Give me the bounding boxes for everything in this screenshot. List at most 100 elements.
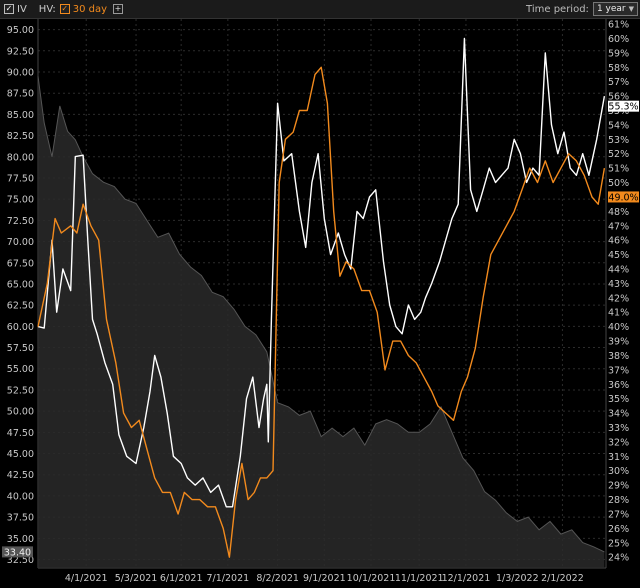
left-tick-label: 72.50 [7,216,34,227]
left-tick-label: 52.50 [7,385,34,396]
iv-checkbox-icon[interactable]: ✓ [4,4,14,14]
last-price-flag: 33.40 [4,547,31,558]
right-tick-label: 43% [608,279,629,290]
right-tick-label: 35% [608,394,629,405]
x-tick-label: 1/3/2022 [496,573,539,584]
right-tick-label: 39% [608,337,629,348]
hv-checkbox-icon[interactable]: ✓ [59,4,70,14]
left-tick-label: 62.50 [7,301,34,312]
left-tick-label: 37.50 [7,513,34,524]
last-hv-flag: 49.0% [608,192,638,203]
right-tick-label: 53% [608,135,629,146]
hv-toggle[interactable]: HV: ✓ 30 day + [38,3,124,15]
add-series-button[interactable]: + [113,4,124,14]
left-tick-label: 55.00 [7,364,34,375]
left-tick-label: 85.00 [7,110,34,121]
right-tick-label: 50% [608,178,629,189]
price-area [38,76,605,568]
left-tick-label: 50.00 [7,407,34,418]
x-tick-label: 5/3/2021 [115,573,158,584]
right-tick-label: 32% [608,437,629,448]
right-tick-label: 42% [608,293,629,304]
x-tick-label: 2/1/2022 [541,573,584,584]
right-tick-label: 61% [608,20,629,31]
right-tick-label: 57% [608,77,629,88]
iv-toggle[interactable]: ✓ IV [4,4,27,15]
right-tick-label: 24% [608,553,629,564]
right-tick-label: 59% [608,48,629,59]
left-tick-label: 90.00 [7,67,34,78]
right-tick-label: 51% [608,164,629,175]
price-area-layer [37,76,605,568]
right-tick-label: 29% [608,481,629,492]
right-tick-label: 60% [608,34,629,45]
iv-line [37,37,606,508]
right-tick-label: 44% [608,265,629,276]
left-tick-label: 92.50 [7,46,34,57]
right-tick-label: 36% [608,380,629,391]
iv-label: IV [17,3,27,15]
hv-label: HV: [38,3,56,15]
last-price-flag-bg [2,546,33,558]
x-tick-label: 11/1/2021 [395,573,444,584]
right-tick-label: 37% [608,365,629,376]
right-tick-label: 48% [608,207,629,218]
right-tick-label: 34% [608,409,629,420]
right-tick-label: 58% [608,63,629,74]
right-tick-label: 54% [608,120,629,131]
right-tick-label: 47% [608,221,629,232]
left-tick-label: 47.50 [7,428,34,439]
x-tick-label: 9/1/2021 [303,573,346,584]
left-tick-label: 65.00 [7,279,34,290]
x-tick-label: 12/1/2021 [442,573,491,584]
left-tick-label: 57.50 [7,343,34,354]
left-tick-label: 67.50 [7,258,34,269]
right-tick-label: 52% [608,149,629,160]
right-tick-label: 56% [608,92,629,103]
time-period-control: Time period: 1 year ▼ [526,2,638,16]
left-tick-label: 77.50 [7,173,34,184]
chart-toolbar: ✓ IV HV: ✓ 30 day + Time period: 1 year … [0,0,640,19]
time-period-value: 1 year [596,4,626,14]
x-axis: 4/1/2021 5/3/2021 6/1/2021 7/1/2021 8/2/2021… [65,573,584,584]
right-tick-label: 25% [608,538,629,549]
left-tick-label: 32.50 [7,555,34,566]
left-tick-label: 82.50 [7,131,34,142]
last-hv-flag-bg [608,191,639,203]
left-tick-label: 95.00 [7,25,34,36]
left-tick-label: 87.50 [7,89,34,100]
hv-period-label[interactable]: 30 day [72,3,108,15]
right-tick-label: 33% [608,423,629,434]
price-line [37,76,605,553]
left-tick-label: 70.00 [7,237,34,248]
time-period-label: Time period: [526,3,589,15]
chevron-down-icon: ▼ [628,5,634,13]
left-tick-label: 40.00 [7,491,34,502]
right-tick-label: 40% [608,322,629,333]
right-tick-label: 31% [608,452,629,463]
left-tick-label: 45.00 [7,449,34,460]
left-tick-label: 35.00 [7,534,34,545]
hv-line [37,66,606,558]
left-tick-label: 42.50 [7,470,34,481]
last-value-flags: 33.40 55.3% 49.0% [2,100,639,558]
right-tick-label: 28% [608,495,629,506]
left-tick-label: 60.00 [7,322,34,333]
right-tick-label: 27% [608,509,629,520]
right-tick-label: 41% [608,308,629,319]
x-tick-label: 7/1/2021 [207,573,250,584]
x-tick-label: 4/1/2021 [65,573,108,584]
last-iv-flag-bg [608,100,639,112]
left-tick-label: 80.00 [7,152,34,163]
x-tick-label: 6/1/2021 [160,573,203,584]
time-period-select[interactable]: 1 year ▼ [592,2,638,16]
right-tick-label: 30% [608,466,629,477]
left-axis: 32.50 35.00 37.50 40.00 42.50 45.00 47.50 50.00… [7,25,34,566]
x-tick-label: 8/2/2021 [256,573,299,584]
x-tick-label: 10/1/2021 [347,573,396,584]
right-tick-label: 45% [608,250,629,261]
right-tick-label: 38% [608,351,629,362]
series-lines-layer [37,37,606,558]
left-tick-label: 75.00 [7,195,34,206]
